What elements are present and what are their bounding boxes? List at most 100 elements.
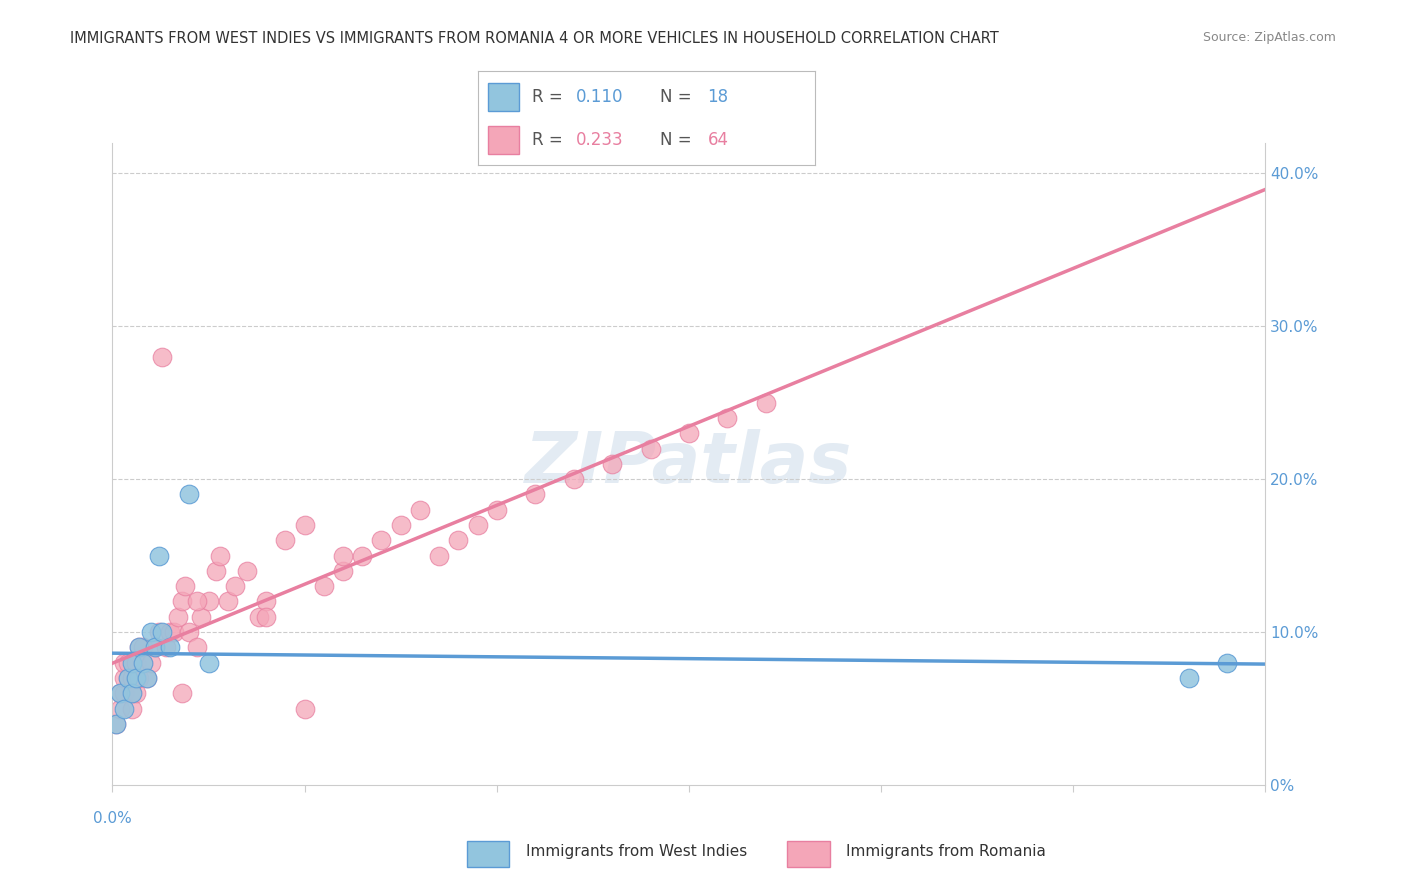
Point [678,426,700,441]
Point [294,518,316,533]
Point [117,656,139,670]
Point [174,579,197,593]
Bar [787,840,830,867]
Point [128,671,150,685]
Point [128,640,150,655]
Point [136,671,159,685]
Point [524,487,547,501]
Point [124,656,146,670]
Point [170,594,193,608]
Point [389,518,412,533]
Point [312,579,335,593]
Point [352,549,374,563]
Point [117,671,139,685]
Point [139,656,162,670]
Point [197,656,219,670]
Point [186,640,208,655]
Point [128,640,150,655]
Text: R =: R = [531,131,568,149]
Point [108,686,131,700]
Text: 64: 64 [707,131,728,149]
Point [755,395,778,409]
Point [254,594,277,608]
Point [112,686,135,700]
Point [152,350,174,364]
Point [1177,671,1199,685]
Text: 0.110: 0.110 [576,87,623,105]
Bar [488,126,519,153]
Point [159,640,181,655]
Point [209,549,232,563]
Point [132,640,155,655]
Point [121,656,143,670]
Point [205,564,228,578]
Point [166,609,188,624]
Point [105,716,128,731]
Point [485,502,508,516]
Point [124,671,146,685]
Point [716,411,738,425]
Point [159,625,181,640]
Point [170,686,193,700]
Text: R =: R = [531,87,568,105]
Point [332,549,354,563]
Point [179,487,201,501]
Point [148,549,170,563]
Point [370,533,392,548]
Point [124,671,146,685]
Point [112,656,135,670]
Point [224,579,246,593]
Point [186,594,208,608]
Text: 0.0%: 0.0% [93,811,132,826]
Point [409,502,432,516]
Point [467,518,489,533]
Point [427,549,450,563]
Point [254,609,277,624]
Point [121,701,143,715]
Point [190,609,212,624]
Point [112,701,135,715]
Text: Immigrants from West Indies: Immigrants from West Indies [526,845,747,859]
Point [139,625,162,640]
Text: N =: N = [661,131,697,149]
Text: Source: ZipAtlas.com: Source: ZipAtlas.com [1202,31,1336,45]
Point [124,686,146,700]
Point [600,457,623,471]
Point [121,686,143,700]
Point [332,564,354,578]
Text: 0.233: 0.233 [576,131,623,149]
Point [640,442,662,456]
Point [121,686,143,700]
Text: 18: 18 [707,87,728,105]
Text: ZIPatlas: ZIPatlas [526,429,852,499]
Point [217,594,239,608]
Point [197,594,219,608]
Point [274,533,297,548]
Point [117,671,139,685]
Point [152,625,174,640]
Point [236,564,259,578]
Point [132,656,155,670]
Point [143,640,166,655]
Bar [488,83,519,111]
Bar [467,840,509,867]
Point [163,625,186,640]
Point [562,472,585,486]
Point [143,640,166,655]
Text: IMMIGRANTS FROM WEST INDIES VS IMMIGRANTS FROM ROMANIA 4 OR MORE VEHICLES IN HOU: IMMIGRANTS FROM WEST INDIES VS IMMIGRANT… [70,31,1000,46]
Point [136,671,159,685]
Point [132,656,155,670]
Point [148,625,170,640]
Point [1216,656,1239,670]
Point [447,533,470,548]
Point [155,640,177,655]
Point [105,716,128,731]
Point [108,701,131,715]
Point [247,609,270,624]
Text: N =: N = [661,87,697,105]
Point [112,671,135,685]
Point [294,701,316,715]
Point [179,625,201,640]
Text: Immigrants from Romania: Immigrants from Romania [846,845,1046,859]
Point [121,671,143,685]
